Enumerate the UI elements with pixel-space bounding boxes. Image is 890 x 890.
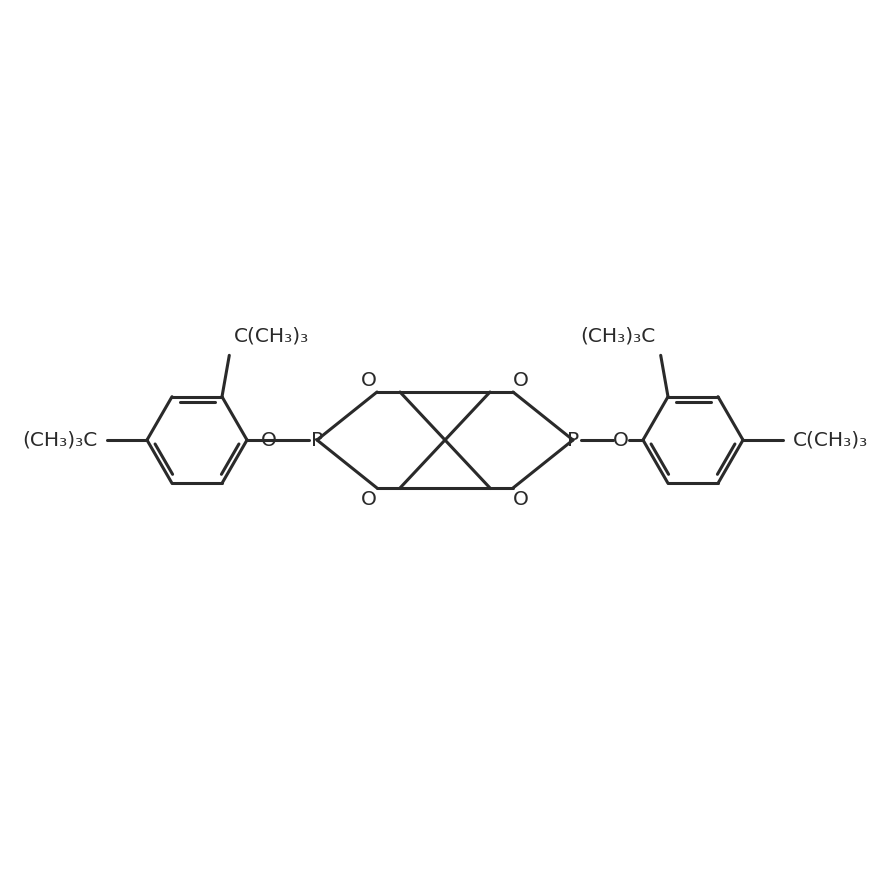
Text: C(CH₃)₃: C(CH₃)₃ bbox=[793, 431, 869, 449]
Text: C(CH₃)₃: C(CH₃)₃ bbox=[234, 327, 310, 345]
Text: O: O bbox=[361, 490, 377, 509]
Text: O: O bbox=[261, 431, 277, 449]
Text: (CH₃)₃C: (CH₃)₃C bbox=[21, 431, 97, 449]
Text: O: O bbox=[361, 371, 377, 390]
Text: P: P bbox=[567, 431, 579, 449]
Text: O: O bbox=[513, 490, 529, 509]
Text: (CH₃)₃C: (CH₃)₃C bbox=[580, 327, 656, 345]
Text: O: O bbox=[613, 431, 629, 449]
Text: O: O bbox=[513, 371, 529, 390]
Text: P: P bbox=[311, 431, 323, 449]
